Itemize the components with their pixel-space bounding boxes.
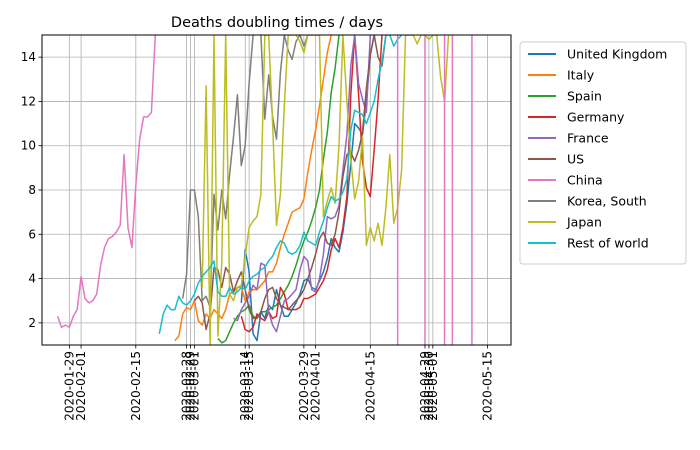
legend-entry-label: France [567,131,609,146]
legend-entry-label: Germany [567,110,625,125]
series-lines [56,35,473,345]
legend-entry-label: Japan [566,215,602,230]
legend-entry-label: United Kingdom [567,47,667,62]
x-tick-label: 2020-04-30 [422,351,436,421]
y-axis: 2 4 6 8 10 12 14 [21,50,42,330]
legend-entry-label: Rest of world [567,236,649,251]
series-line-rest-of-world [158,35,403,335]
legend-entry-label: Korea, South [567,194,647,209]
legend: United Kingdom Italy Spain Germany France US C… [519,41,687,265]
x-tick-label: 2020-02-15 [129,351,143,421]
series-line-italy [174,35,332,342]
y-tick-label: 12 [21,94,36,108]
x-tick-label: 2020-03-14 [238,351,252,421]
legend-entry-label: China [567,173,603,188]
y-tick-label: 10 [21,139,36,153]
legend-entry-label: Spain [567,89,602,104]
x-tick-label: 2020-01-29 [62,351,76,421]
y-tick-label: 14 [21,50,36,64]
x-tick-label: 2020-05-01 [426,351,440,421]
legend-entry-label: US [567,152,584,167]
x-tick-label: 2020-02-28 [180,351,194,421]
y-tick-label: 6 [28,227,36,241]
series-line-china [56,35,157,329]
x-tick-label: 2020-04-29 [418,351,432,421]
x-tick-label: 2020-03-15 [242,351,256,421]
y-tick-label: 2 [28,316,36,330]
x-tick-label: 2020-03-29 [297,351,311,421]
legend-box [519,41,687,265]
x-tick-label: 2020-02-01 [74,351,88,421]
y-tick-label: 8 [28,183,36,197]
series-line-us [193,35,387,331]
series-line-germany [240,35,383,333]
x-tick-label: 2020-03-01 [187,351,201,421]
x-tick-label: 2020-04-15 [363,351,377,421]
legend-entry-label: Italy [567,68,595,83]
x-tick-label: 2020-04-01 [309,351,323,421]
x-tick-label: 2020-05-15 [481,351,495,421]
series-line-france [233,35,372,333]
chart-title: Deaths doubling times / days [171,15,383,31]
x-tick-label: 2020-02-29 [184,351,198,421]
y-tick-label: 4 [28,272,36,286]
series-line-japan [201,35,450,345]
